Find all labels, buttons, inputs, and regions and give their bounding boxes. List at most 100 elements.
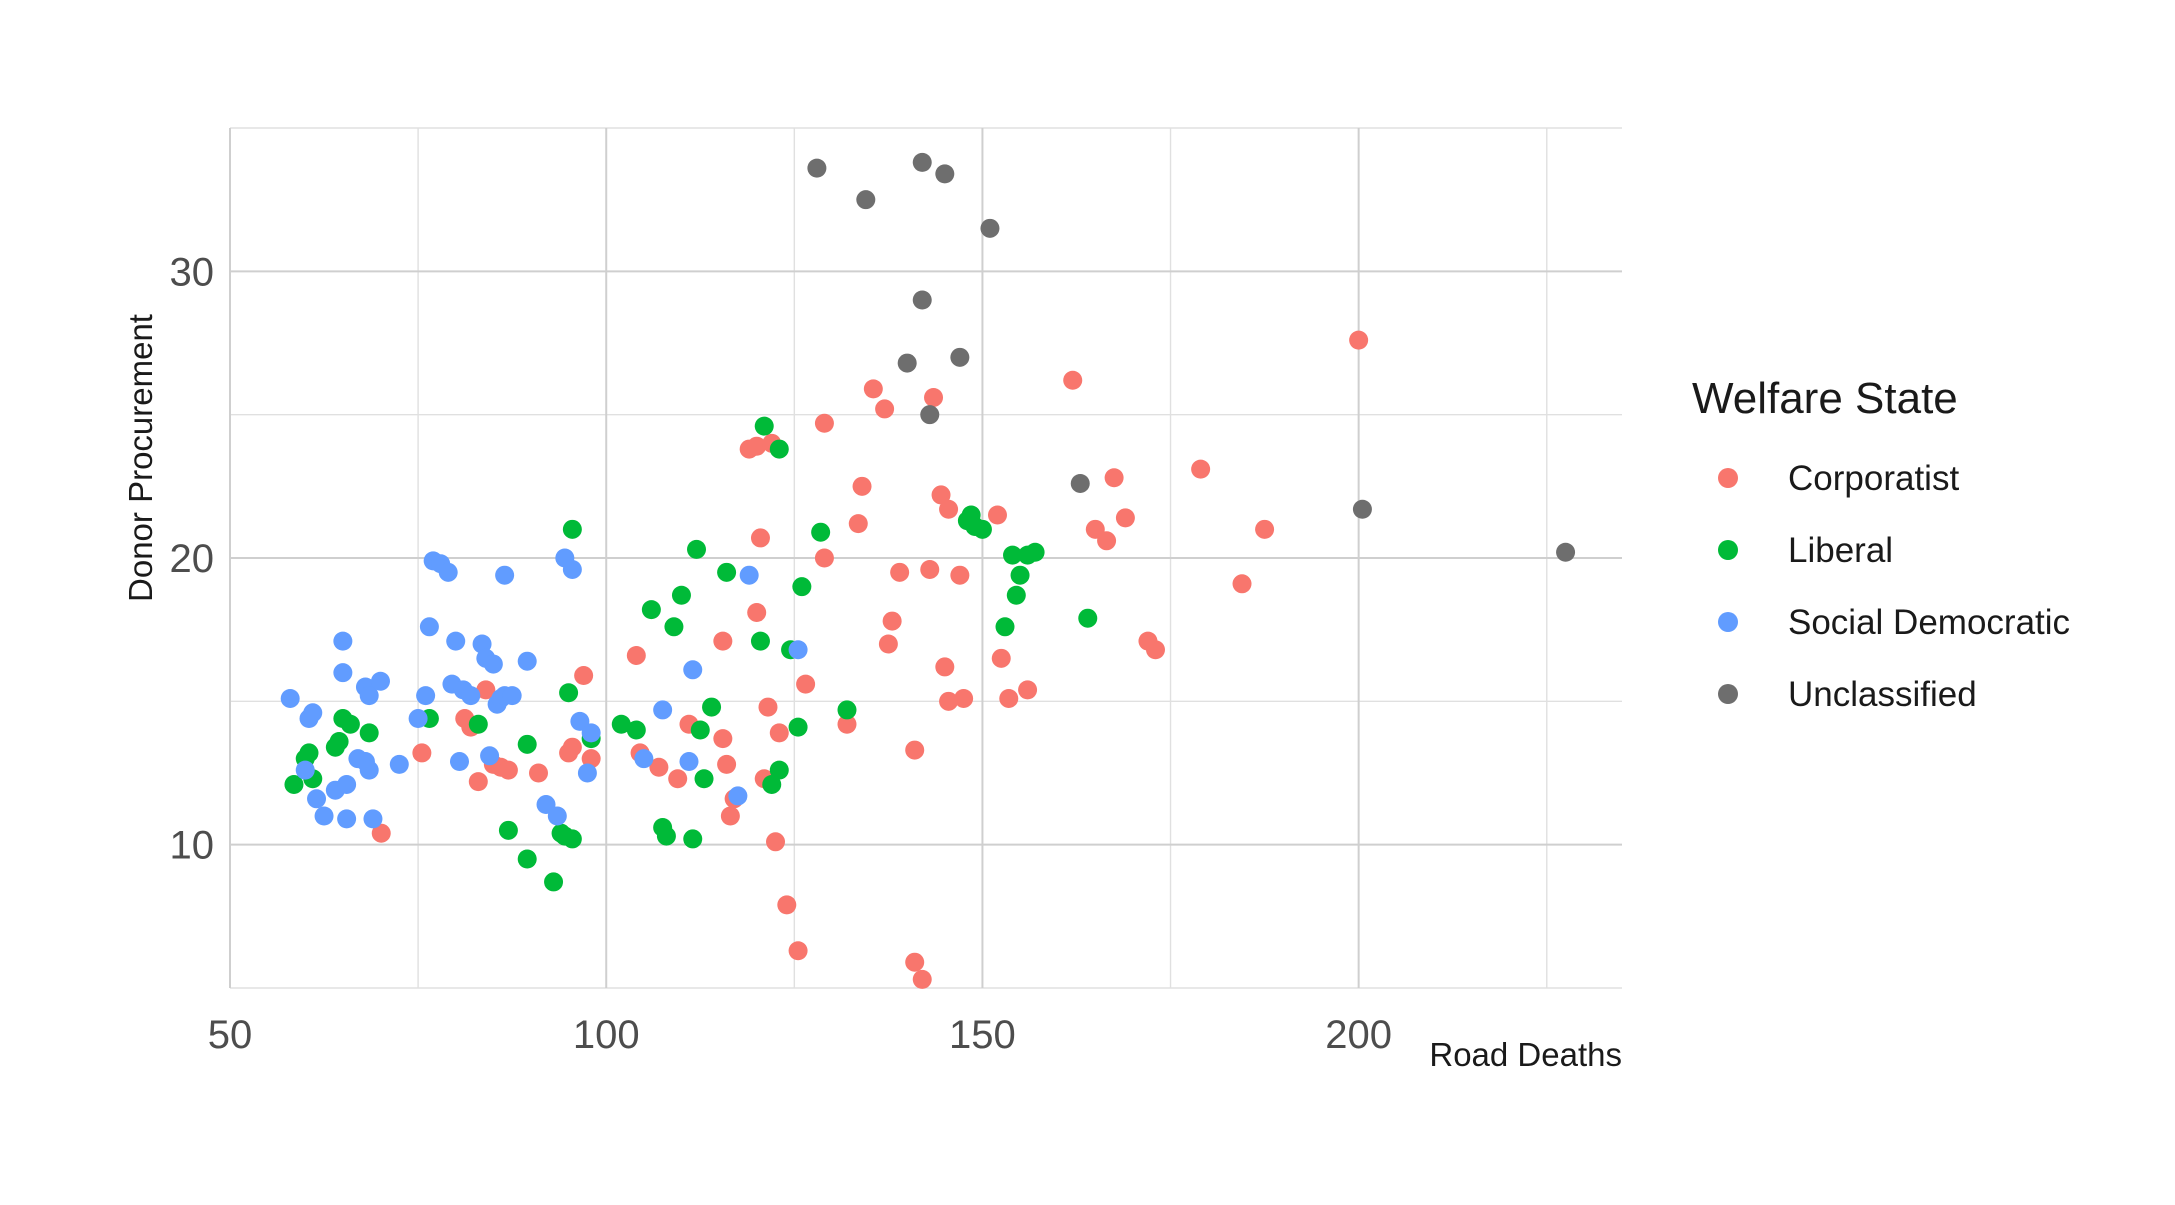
data-point bbox=[769, 723, 789, 743]
data-point bbox=[1010, 565, 1030, 585]
data-point bbox=[461, 686, 481, 706]
data-point bbox=[468, 714, 488, 734]
data-point bbox=[517, 849, 537, 869]
data-point bbox=[1349, 330, 1369, 350]
data-point bbox=[920, 405, 940, 425]
legend-title: Welfare State bbox=[1692, 374, 1958, 423]
legend-key bbox=[1718, 612, 1738, 632]
data-point bbox=[750, 631, 770, 651]
data-point bbox=[408, 709, 428, 729]
data-point bbox=[626, 645, 646, 665]
data-point bbox=[333, 663, 353, 683]
data-point bbox=[814, 413, 834, 433]
data-point bbox=[611, 714, 631, 734]
data-point bbox=[769, 760, 789, 780]
data-point bbox=[788, 941, 808, 961]
data-point bbox=[329, 731, 349, 751]
data-point bbox=[1145, 640, 1165, 660]
data-point bbox=[890, 562, 910, 582]
data-point bbox=[626, 720, 646, 740]
data-point bbox=[1006, 585, 1026, 605]
data-point bbox=[581, 749, 601, 769]
data-point bbox=[544, 872, 564, 892]
data-point bbox=[987, 505, 1007, 525]
data-point bbox=[920, 559, 940, 579]
data-point bbox=[495, 565, 515, 585]
data-point bbox=[472, 634, 492, 654]
legend: Welfare State Corporatist Liberal Social D… bbox=[1692, 374, 2070, 714]
data-point bbox=[656, 826, 676, 846]
data-point bbox=[690, 720, 710, 740]
data-point bbox=[924, 387, 944, 407]
x-axis-title: Road Deaths bbox=[1429, 1036, 1622, 1073]
data-point bbox=[856, 190, 876, 210]
data-point bbox=[912, 290, 932, 310]
data-point bbox=[416, 686, 436, 706]
data-point bbox=[581, 723, 601, 743]
data-point bbox=[777, 895, 797, 915]
data-point bbox=[359, 686, 379, 706]
data-point bbox=[333, 631, 353, 651]
data-point bbox=[875, 399, 895, 419]
x-tick-label: 150 bbox=[949, 1013, 1016, 1057]
legend-label: Unclassified bbox=[1788, 675, 1977, 714]
data-point bbox=[480, 746, 500, 766]
data-point bbox=[517, 651, 537, 671]
tick-labels: 50 100 150 200 10 20 30 bbox=[170, 250, 1393, 1057]
data-point bbox=[754, 416, 774, 436]
data-point bbox=[679, 752, 699, 772]
data-point bbox=[995, 617, 1015, 637]
data-point bbox=[653, 700, 673, 720]
data-point bbox=[359, 760, 379, 780]
data-point bbox=[370, 671, 390, 691]
data-point bbox=[1115, 508, 1135, 528]
data-point bbox=[950, 347, 970, 367]
data-point bbox=[446, 631, 466, 651]
data-point bbox=[1191, 459, 1211, 479]
data-point bbox=[935, 657, 955, 677]
data-point bbox=[717, 754, 737, 774]
data-point bbox=[1352, 499, 1372, 519]
data-point bbox=[837, 700, 857, 720]
data-point bbox=[728, 786, 748, 806]
data-point bbox=[1025, 542, 1045, 562]
data-point bbox=[762, 774, 782, 794]
x-tick-label: 100 bbox=[573, 1013, 640, 1057]
series-unclassified bbox=[807, 152, 1576, 562]
data-point bbox=[814, 548, 834, 568]
data-point bbox=[340, 714, 360, 734]
data-point bbox=[389, 754, 409, 774]
data-point bbox=[912, 969, 932, 989]
data-point bbox=[412, 743, 432, 763]
data-point bbox=[739, 565, 759, 585]
data-point bbox=[999, 688, 1019, 708]
data-points bbox=[280, 152, 1576, 989]
data-point bbox=[419, 617, 439, 637]
data-point bbox=[559, 683, 579, 703]
data-point bbox=[562, 519, 582, 539]
data-point bbox=[683, 660, 703, 680]
data-point bbox=[935, 164, 955, 184]
data-point bbox=[299, 743, 319, 763]
data-point bbox=[852, 476, 872, 496]
data-point bbox=[792, 577, 812, 597]
series-social-democratic bbox=[280, 548, 808, 829]
data-point bbox=[717, 562, 737, 582]
series-corporatist bbox=[371, 330, 1369, 989]
legend-label: Liberal bbox=[1788, 531, 1893, 570]
data-point bbox=[931, 485, 951, 505]
y-tick-label: 30 bbox=[170, 250, 215, 294]
data-point bbox=[980, 218, 1000, 238]
data-point bbox=[720, 806, 740, 826]
data-point bbox=[498, 820, 518, 840]
data-point bbox=[788, 717, 808, 737]
data-point bbox=[562, 559, 582, 579]
data-point bbox=[468, 772, 488, 792]
y-axis-title: Donor Procurement bbox=[122, 314, 159, 602]
data-point bbox=[687, 539, 707, 559]
data-point bbox=[878, 634, 898, 654]
data-point bbox=[517, 734, 537, 754]
data-point bbox=[1097, 531, 1117, 551]
